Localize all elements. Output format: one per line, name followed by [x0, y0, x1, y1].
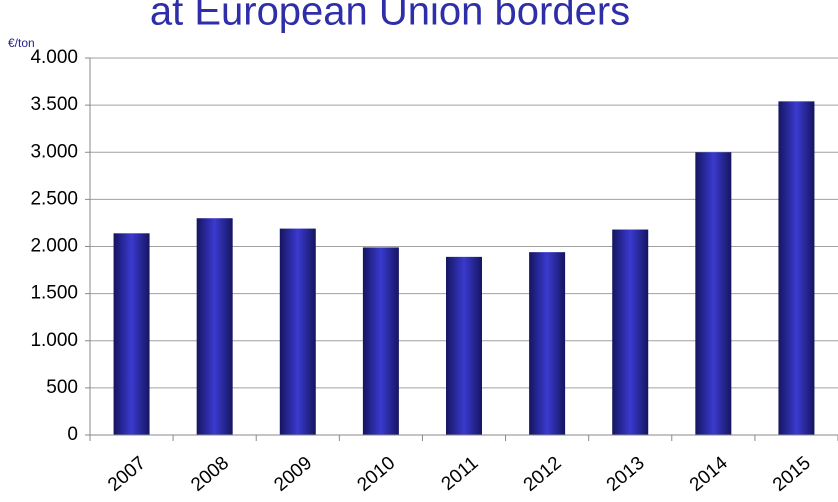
bar	[279, 228, 316, 435]
bar	[196, 218, 233, 435]
x-tick-label: 2015	[769, 453, 815, 496]
y-tick-label: 3.000	[30, 141, 78, 162]
y-tick-label: 2.000	[30, 236, 78, 257]
y-tick-label: 0	[67, 424, 78, 445]
x-tick-label: 2010	[353, 453, 399, 496]
x-tick-label: 2013	[603, 453, 649, 496]
y-tick-label: 1.000	[30, 330, 78, 351]
bar	[778, 101, 815, 435]
bar	[695, 152, 732, 435]
bar	[529, 252, 566, 435]
y-tick-label: 3.500	[30, 94, 78, 115]
bar	[612, 229, 649, 435]
y-tick-label: 4.000	[30, 47, 78, 68]
bar	[362, 247, 399, 435]
x-tick-label: 2014	[686, 452, 732, 496]
x-tick-label: 2011	[438, 453, 483, 495]
x-tick-label: 2007	[104, 453, 150, 496]
y-tick-label: 2.500	[30, 188, 78, 209]
x-tick-label: 2012	[520, 453, 566, 496]
bar	[113, 233, 150, 435]
x-tick-label: 2009	[270, 453, 316, 496]
y-tick-label: 1.500	[30, 283, 78, 304]
y-axis-label: €/ton	[8, 36, 35, 50]
bar	[446, 256, 482, 435]
chart-title: at European Union borders	[150, 0, 630, 34]
y-tick-label: 500	[46, 377, 78, 398]
x-tick-label: 2008	[187, 453, 233, 496]
